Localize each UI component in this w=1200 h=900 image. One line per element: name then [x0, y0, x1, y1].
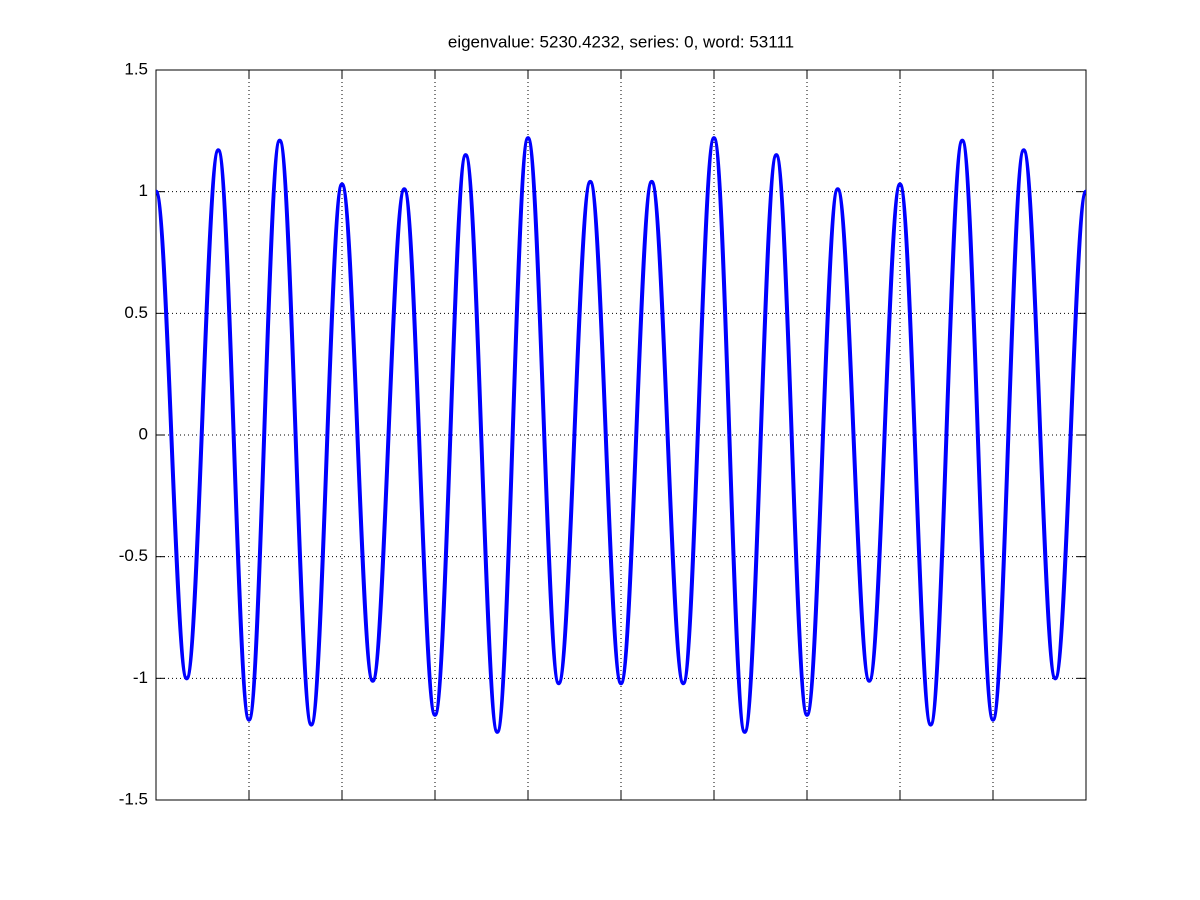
chart-title: eigenvalue: 5230.4232, series: 0, word: …: [448, 32, 794, 51]
y-tick-label: -1: [133, 668, 148, 687]
y-tick-label: -1.5: [119, 789, 148, 808]
y-tick-label: -0.5: [119, 546, 148, 565]
axes-box: [155, 69, 1087, 801]
data-line: [154, 136, 1088, 734]
y-tick-label: 1.5: [124, 59, 148, 78]
y-tick-label: 0: [139, 424, 148, 443]
y-tick-label: 0.5: [124, 303, 148, 322]
y-tick-label: 1: [139, 181, 148, 200]
